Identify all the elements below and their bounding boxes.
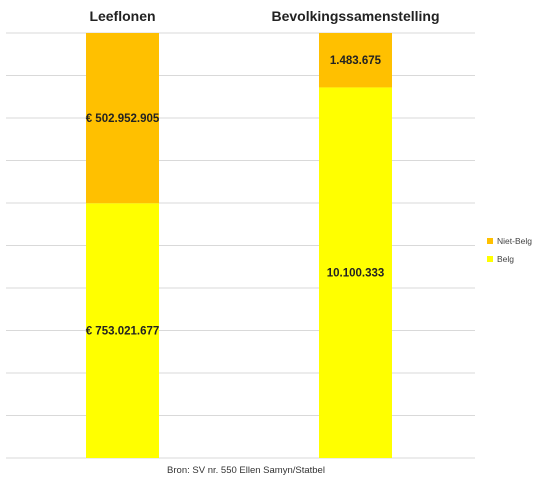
legend-swatch-belg [487,256,493,262]
category-title-leeflonen: Leeflonen [89,8,155,24]
data-label-niet-belg-0: € 502.952.905 [86,113,160,125]
legend-label-niet-belg: Niet-Belg [497,236,532,246]
source-note: Bron: SV nr. 550 Ellen Samyn/Statbel [167,465,325,476]
legend-swatch-niet-belg [487,238,493,244]
data-label-belg-1: 10.100.333 [327,268,385,280]
category-titles: Leeflonen Bevolkingssamenstelling [89,8,439,24]
legend: Niet-Belg Belg [487,236,532,264]
bar-segment-belg-1 [319,87,392,458]
category-title-bevolkingssamenstelling: Bevolkingssamenstelling [271,8,439,24]
legend-label-belg: Belg [497,254,514,264]
data-label-belg-0: € 753.021.677 [86,326,160,338]
gridlines [6,32,475,459]
bar-segment-niet-belg-1 [319,33,392,88]
bar-segment-belg-0 [86,203,159,458]
bars: € 753.021.677 € 502.952.905 10.100.333 1.48… [86,33,392,458]
data-label-niet-belg-1: 1.483.675 [330,55,382,67]
bar-segment-niet-belg-0 [86,33,159,204]
